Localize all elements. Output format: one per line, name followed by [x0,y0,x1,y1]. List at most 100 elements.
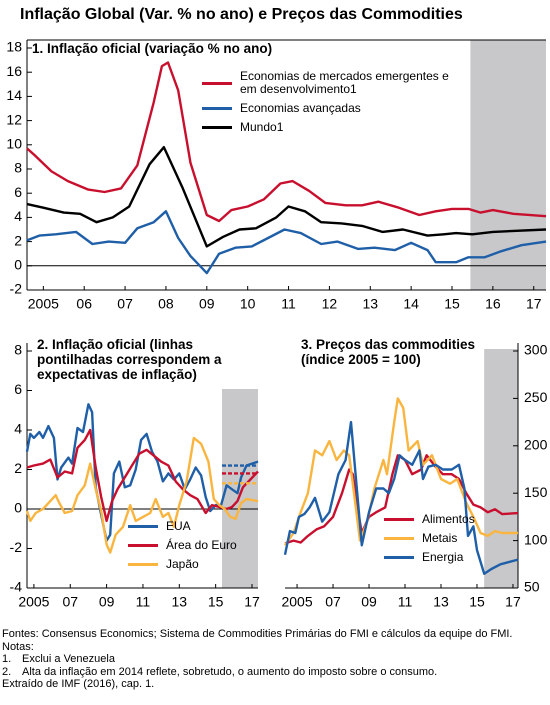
y-tick-label: 8 [14,160,22,176]
x-tick-label: 10 [240,296,256,312]
y-tick-label: 8 [14,342,22,358]
legend-item: Área do Euro [128,539,248,552]
y-tick-label: 2 [14,232,22,248]
legend-label: Economias avançadas [240,101,361,115]
series-line [26,61,547,223]
y-tick-label: 4 [14,421,22,437]
series-line [26,146,547,248]
x-tick-label: 14 [403,296,419,312]
legend-swatch [128,563,158,566]
x-tick-label: 15 [469,594,485,610]
footer: Fontes: Consensus Economics; Sistema de … [2,628,548,691]
series-line [284,397,518,546]
y-tick-label: 0 [14,257,22,273]
y-tick-label: -2 [10,281,23,297]
legend-swatch [384,518,414,521]
legend-label: Área do Euro [166,538,237,552]
source: Fontes: Consensus Economics; Sistema de … [2,628,513,640]
x-tick-label: 07 [62,594,78,610]
legend-swatch [128,525,158,528]
x-tick-label: 11 [398,594,413,610]
x-tick-label: 17 [244,594,260,610]
series-line [26,428,259,523]
note: 2. Alta da inflação em 2014 reflete, sobr… [2,666,548,679]
legend-label: Mundo1 [240,120,284,134]
y-tick-label: 12 [6,111,22,127]
y-tick-label: 100 [524,531,548,547]
note-num: 1. [2,653,12,665]
y-tick-label: 4 [14,208,22,224]
x-tick-label: 2005 [28,296,59,312]
x-tick-label: 17 [526,296,542,312]
y-tick-label: 200 [524,437,548,453]
y-tick-label: 18 [6,39,22,55]
x-tick-label: 13 [172,594,188,610]
notes-label: Notas: [2,640,34,653]
x-tick-label: 09 [361,594,377,610]
x-tick-label: 06 [76,296,92,312]
legend-item: Japão [128,558,248,571]
projection-shade [470,40,546,290]
x-tick-label: 09 [199,296,215,312]
y-tick-label: 14 [6,87,22,103]
note: 1. Exclui a Venezuela [2,653,548,666]
x-tick-label: 11 [136,594,151,610]
x-tick-label: 13 [433,594,449,610]
x-tick-label: 13 [362,296,378,312]
series-line [283,420,519,575]
y-tick-label: 2 [14,460,22,476]
x-tick-label: 08 [158,296,174,312]
legend-swatch [384,537,414,540]
x-tick-label: 12 [322,296,338,312]
series-line [25,436,259,554]
legend-item: Metais [384,532,504,545]
legend-swatch [202,126,232,129]
legend-item: Mundo1 [202,121,452,134]
note-text: Alta da inflação em 2014 reflete, sobret… [22,665,438,678]
y-tick-label: -4 [10,579,23,595]
legend: Alimentos Metais Energia [384,513,504,564]
x-tick-label: 15 [444,296,460,312]
y-tick-label: 10 [6,136,22,152]
panel-title: 2. Inflação oficial (linhas pontilhadas … [37,337,222,382]
x-tick-label: 17 [505,594,521,610]
legend-label: Metais [422,531,458,545]
legend-label: Japão [166,557,199,571]
y-tick-label: 300 [524,342,548,358]
series-line [26,210,547,275]
extract: Extraído de IMF (2016), cap. 1. [2,678,155,690]
x-tick-label: 2005 [18,594,49,610]
panel-title: 3. Preços das commodities (índice 2005 =… [301,337,476,367]
legend-label: Energia [422,550,464,564]
page-title: Inflação Global (Var. % no ano) e Preços… [20,6,463,23]
legend-label: EUA [166,519,191,533]
x-tick-label: 07 [117,296,133,312]
legend-swatch [128,544,158,547]
note-num: 2. [2,665,12,678]
y-tick-label: 6 [14,381,22,397]
x-tick-label: 2005 [281,594,312,610]
legend-label: Alimentos [422,512,475,526]
x-tick-label: 15 [208,594,224,610]
x-tick-label: 09 [99,594,115,610]
y-tick-label: 6 [14,184,22,200]
series-line [25,403,259,542]
series-line [284,454,519,545]
y-tick-label: 250 [524,389,548,405]
note-text: Exclui a Venezuela [22,653,115,665]
x-tick-label: 16 [485,296,501,312]
y-tick-label: 0 [14,500,22,516]
legend-item: Economias avançadas [202,102,452,115]
y-tick-label: 16 [6,63,22,79]
panel-title: 1. Inflação oficial (variação % no ano) [32,41,273,56]
legend: Economias de mercados emergentes e em de… [202,70,452,134]
legend-item: Alimentos [384,513,504,526]
legend-item: Economias de mercados emergentes e em de… [202,70,452,96]
y-tick-label: 150 [524,484,548,500]
legend-label: Economias de mercados emergentes e em de… [240,69,449,96]
y-tick-label: -2 [10,539,23,555]
legend-swatch [202,81,232,85]
legend: EUA Área do Euro Japão [128,520,248,571]
